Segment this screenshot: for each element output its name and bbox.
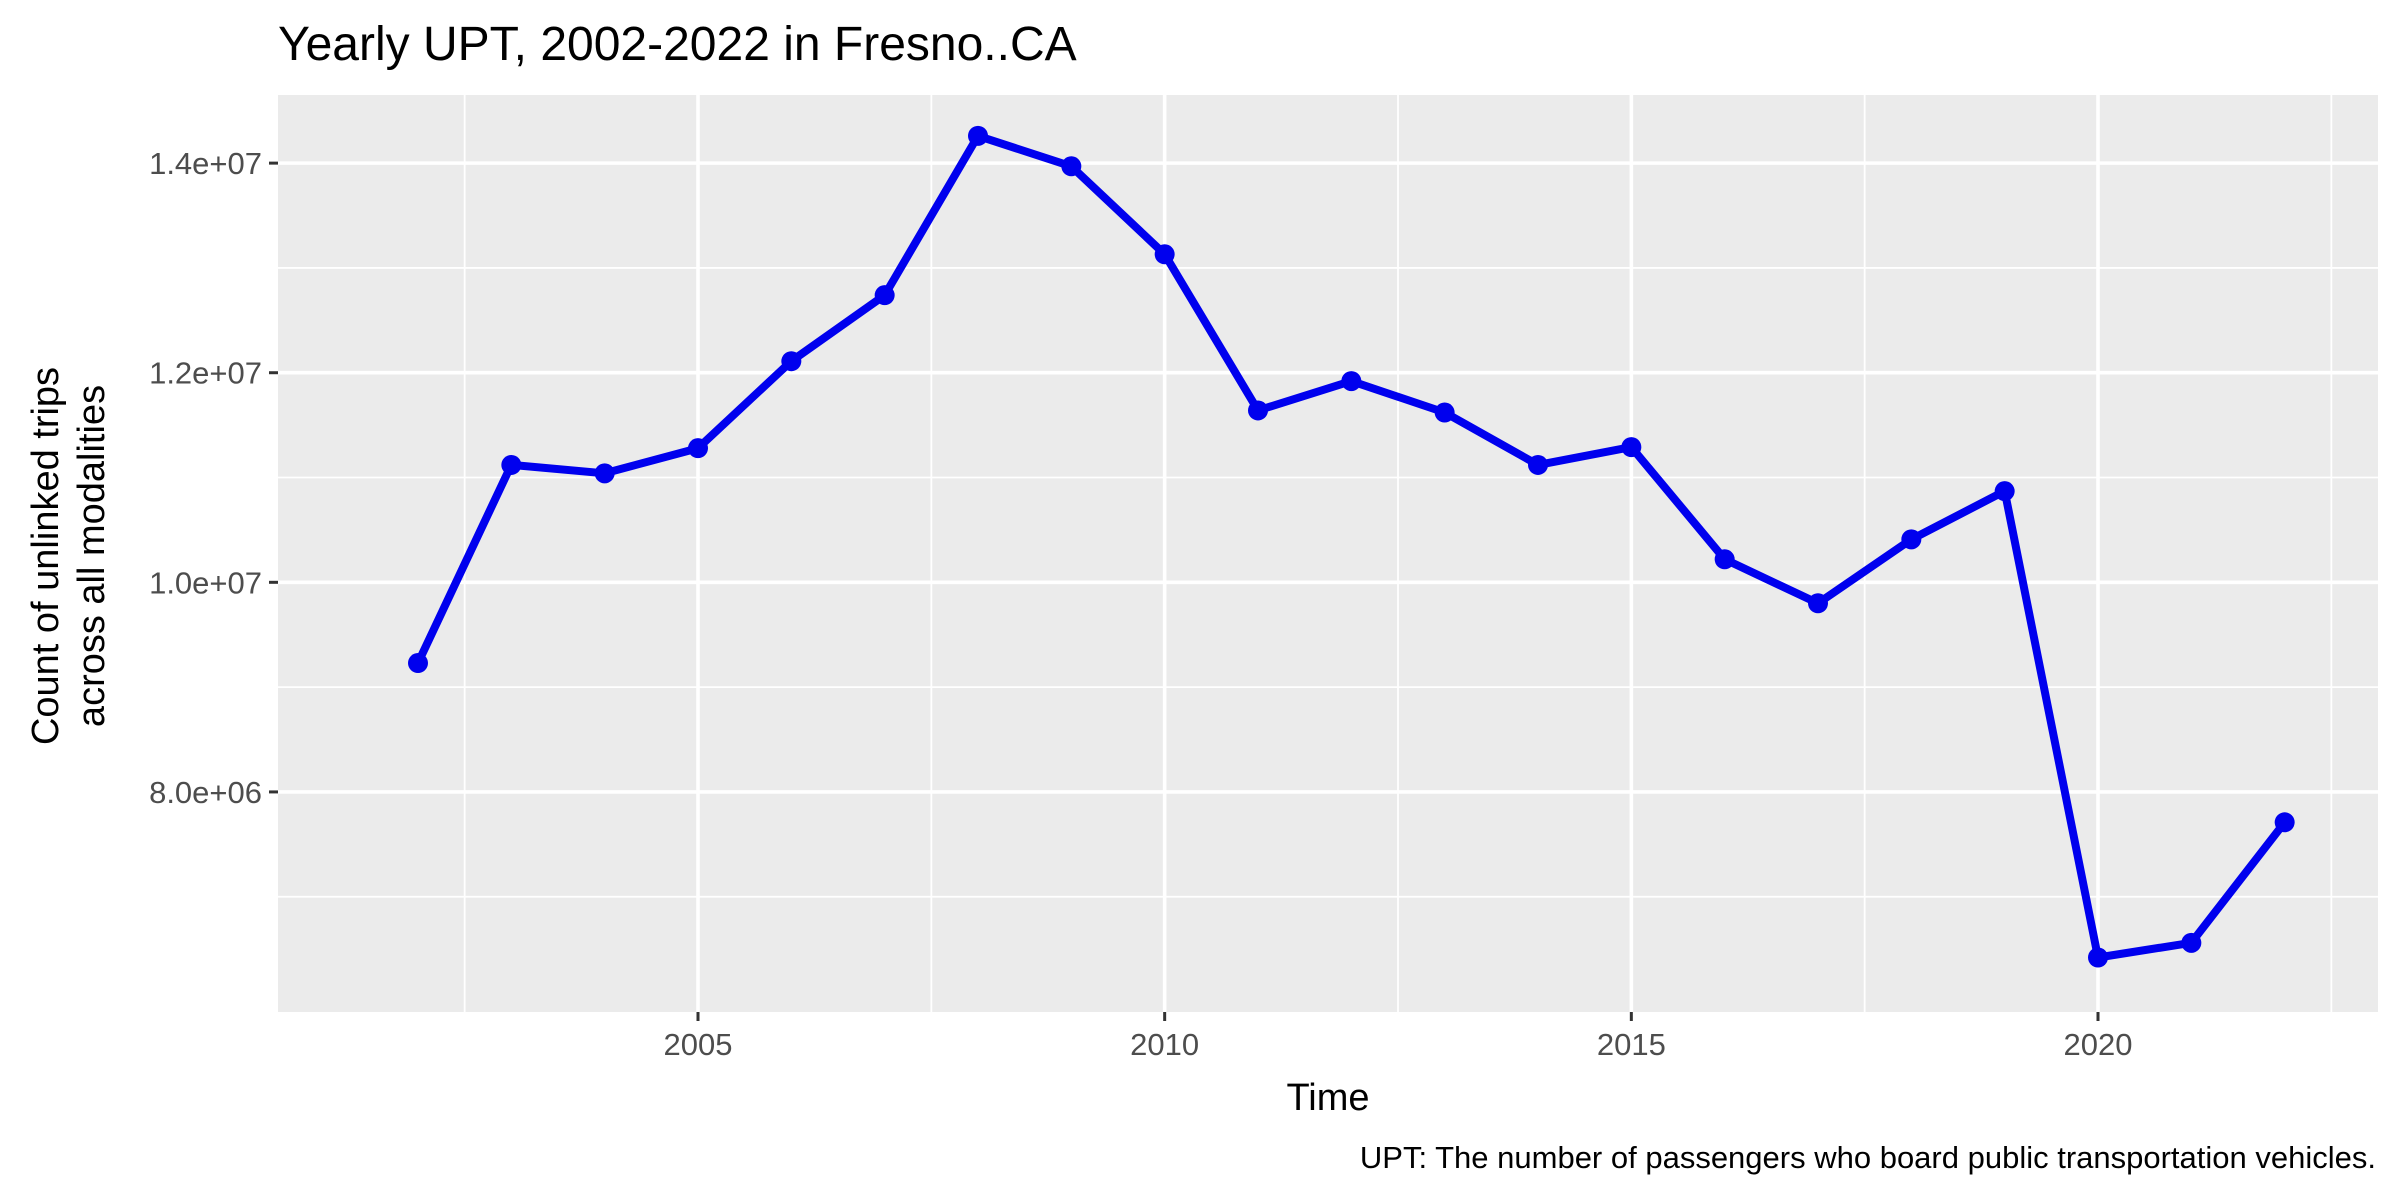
y-axis-title-line-1: Count of unlinked trips (25, 367, 67, 745)
data-point (2274, 812, 2295, 833)
data-point (1528, 454, 1548, 475)
x-tick-label: 2020 (2064, 1027, 2133, 1062)
data-point (1154, 244, 1175, 265)
data-point (1341, 371, 1362, 392)
x-tick-label: 2005 (664, 1027, 733, 1062)
y-tick-label: 1.0e+07 (149, 565, 262, 600)
data-point (968, 125, 988, 146)
x-axis: 2005 2010 2015 2020 (664, 1012, 2133, 1062)
y-axis: 8.0e+06 1.0e+07 1.2e+07 1.4e+07 (149, 146, 278, 810)
plot-panel (278, 95, 2378, 1012)
y-tick-label: 1.2e+07 (149, 356, 262, 391)
x-axis-title: Time (1286, 1077, 1369, 1119)
data-point (1808, 593, 1828, 614)
x-tick-label: 2010 (1130, 1027, 1199, 1062)
chart-title: Yearly UPT, 2002-2022 in Fresno..CA (278, 18, 1077, 71)
y-tick-label: 8.0e+06 (149, 775, 262, 810)
data-point (501, 454, 522, 475)
data-point (408, 653, 428, 674)
minor-gridlines (278, 95, 2378, 1012)
chart-caption: UPT: The number of passengers who board … (1360, 1140, 2376, 1175)
data-point (874, 285, 895, 306)
series-points (408, 125, 2295, 968)
y-axis-title-line-2: across all modalities (71, 385, 113, 727)
x-tick-label: 2015 (1597, 1027, 1666, 1062)
data-point (2088, 947, 2108, 968)
data-point (1434, 402, 1455, 423)
data-point (1994, 481, 2015, 502)
data-point (688, 438, 708, 459)
data-point (781, 351, 802, 372)
y-tick-label: 1.4e+07 (149, 146, 262, 181)
data-point (1714, 549, 1735, 570)
major-gridlines (278, 95, 2378, 1012)
data-point (1061, 156, 1082, 177)
data-point (1248, 400, 1268, 421)
data-point (2181, 932, 2202, 953)
data-point (1621, 437, 1642, 458)
data-point (1901, 529, 1922, 550)
data-point (594, 463, 615, 484)
